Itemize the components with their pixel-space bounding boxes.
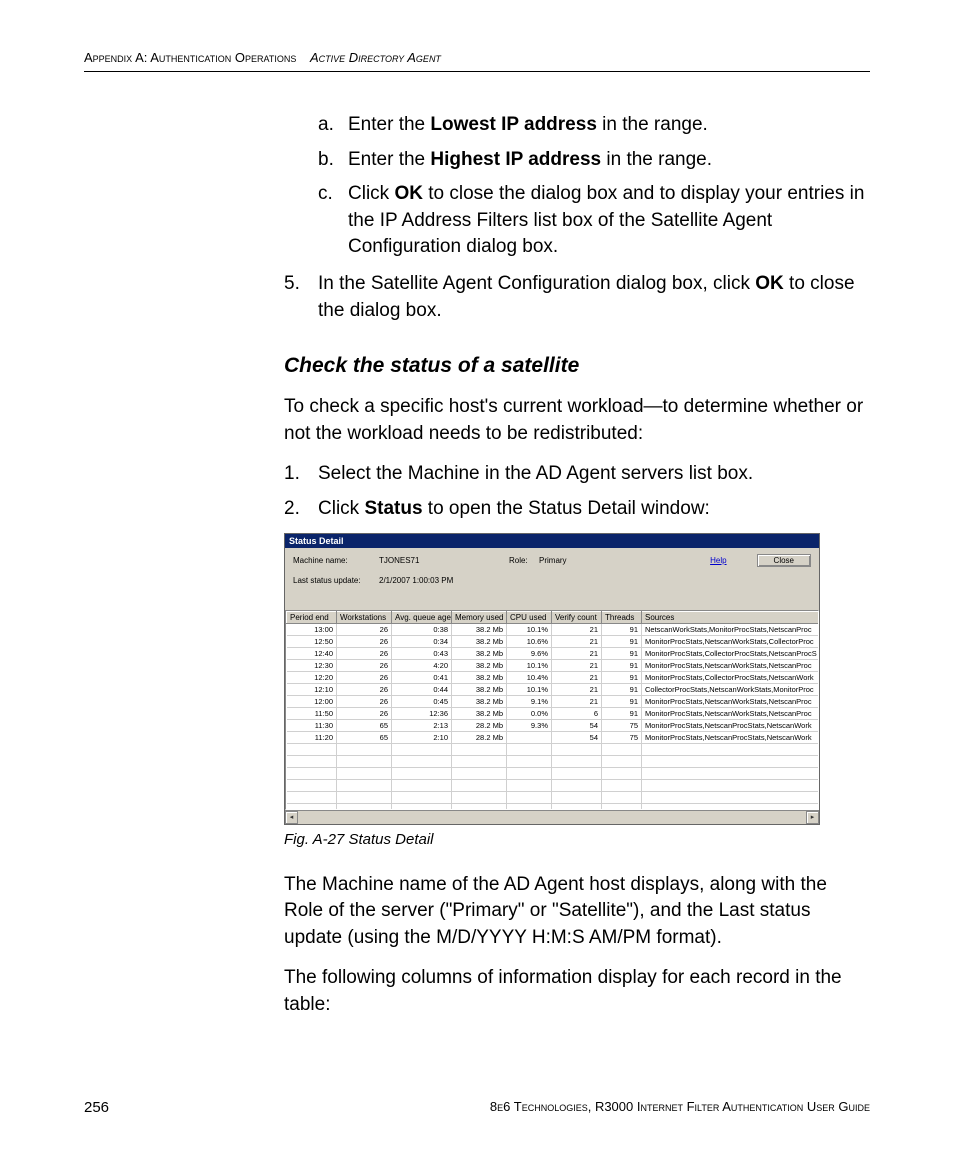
sub-step-list: a. Enter the Lowest IP address in the ra… <box>284 112 870 261</box>
table-row[interactable]: 12:20260:4138.2 Mb10.4%2191MonitorProcSt… <box>287 671 820 683</box>
table-row-empty <box>287 755 820 767</box>
section-heading: Check the status of a satellite <box>284 354 870 378</box>
table-column-header[interactable]: Threads <box>602 611 642 623</box>
scroll-left-arrow[interactable]: ◂ <box>285 811 298 824</box>
status-detail-figure: Status Detail Machine name: TJONES71 Rol… <box>284 533 870 848</box>
table-column-header[interactable]: Workstations <box>337 611 392 623</box>
status-detail-window: Status Detail Machine name: TJONES71 Rol… <box>284 533 820 825</box>
page-number: 256 <box>84 1099 109 1116</box>
page-header: Appendix A: Authentication Operations Ac… <box>84 50 870 72</box>
table-column-header[interactable]: Period end <box>287 611 337 623</box>
table-row-empty <box>287 791 820 803</box>
header-subsection: Active Directory Agent <box>310 50 441 65</box>
table-row[interactable]: 12:30264:2038.2 Mb10.1%2191MonitorProcSt… <box>287 659 820 671</box>
role-label: Role: <box>509 556 539 565</box>
table-row-empty <box>287 779 820 791</box>
table-row-empty <box>287 767 820 779</box>
table-column-header[interactable]: Avg. queue age <box>392 611 452 623</box>
step-a-text: Enter the Lowest IP address in the range… <box>348 112 708 139</box>
last-update-label: Last status update: <box>293 576 379 585</box>
table-row[interactable]: 13:00260:3838.2 Mb10.1%2191NetscanWorkSt… <box>287 623 820 635</box>
table-row[interactable]: 12:50260:3438.2 Mb10.6%2191MonitorProcSt… <box>287 635 820 647</box>
table-row[interactable]: 12:00260:4538.2 Mb9.1%2191MonitorProcSta… <box>287 695 820 707</box>
step-c: c. Click OK to close the dialog box and … <box>318 181 870 261</box>
step-5: 5. In the Satellite Agent Configuration … <box>284 271 870 324</box>
paragraph-after-2: The following columns of information dis… <box>284 965 870 1018</box>
step-b-text: Enter the Highest IP address in the rang… <box>348 147 712 174</box>
page-footer: 256 8e6 Technologies, R3000 Internet Fil… <box>84 1099 870 1116</box>
footer-doc-title: 8e6 Technologies, R3000 Internet Filter … <box>490 1099 870 1116</box>
last-update-value: 2/1/2007 1:00:03 PM <box>379 576 509 585</box>
paragraph-after-1: The Machine name of the AD Agent host di… <box>284 872 870 952</box>
intro-paragraph: To check a specific host's current workl… <box>284 394 870 447</box>
table-row[interactable]: 11:30652:1328.2 Mb9.3%5475MonitorProcSta… <box>287 719 820 731</box>
role-value: Primary <box>539 556 710 565</box>
check-step-1: 1. Select the Machine in the AD Agent se… <box>284 461 870 488</box>
step-a-marker: a. <box>318 112 348 139</box>
status-table: Period endWorkstationsAvg. queue ageMemo… <box>286 611 819 810</box>
table-row-empty <box>287 803 820 810</box>
step-5-marker: 5. <box>284 271 318 324</box>
step-b-marker: b. <box>318 147 348 174</box>
table-row[interactable]: 12:40260:4338.2 Mb9.6%2191MonitorProcSta… <box>287 647 820 659</box>
window-info-area: Machine name: TJONES71 Role: Primary Hel… <box>285 548 819 592</box>
status-table-wrap: Period endWorkstationsAvg. queue ageMemo… <box>285 610 819 810</box>
horizontal-scrollbar[interactable]: ◂ ▸ <box>285 810 819 824</box>
machine-name-label: Machine name: <box>293 556 379 565</box>
table-header-row: Period endWorkstationsAvg. queue ageMemo… <box>287 611 820 623</box>
step-5-text: In the Satellite Agent Configuration dia… <box>318 271 870 324</box>
step-c-marker: c. <box>318 181 348 261</box>
table-column-header[interactable]: CPU used <box>507 611 552 623</box>
machine-name-value: TJONES71 <box>379 556 509 565</box>
table-column-header[interactable]: Verify count <box>552 611 602 623</box>
figure-caption: Fig. A-27 Status Detail <box>284 831 870 848</box>
table-row[interactable]: 12:10260:4438.2 Mb10.1%2191CollectorProc… <box>287 683 820 695</box>
table-row[interactable]: 11:502612:3638.2 Mb0.0%691MonitorProcSta… <box>287 707 820 719</box>
step-a: a. Enter the Lowest IP address in the ra… <box>318 112 870 139</box>
table-row[interactable]: 11:20652:1028.2 Mb5475MonitorProcStats,N… <box>287 731 820 743</box>
table-column-header[interactable]: Sources <box>642 611 820 623</box>
scroll-track[interactable] <box>298 811 806 824</box>
table-row-empty <box>287 743 820 755</box>
header-section: Appendix A: Authentication Operations <box>84 50 296 65</box>
window-title-bar: Status Detail <box>285 534 819 548</box>
step-b: b. Enter the Highest IP address in the r… <box>318 147 870 174</box>
step-c-text: Click OK to close the dialog box and to … <box>348 181 870 261</box>
scroll-right-arrow[interactable]: ▸ <box>806 811 819 824</box>
help-link[interactable]: Help <box>710 556 726 565</box>
check-step-2: 2. Click Status to open the Status Detai… <box>284 496 870 523</box>
check-steps: 1. Select the Machine in the AD Agent se… <box>284 461 870 522</box>
table-column-header[interactable]: Memory used <box>452 611 507 623</box>
close-button[interactable]: Close <box>757 554 811 567</box>
